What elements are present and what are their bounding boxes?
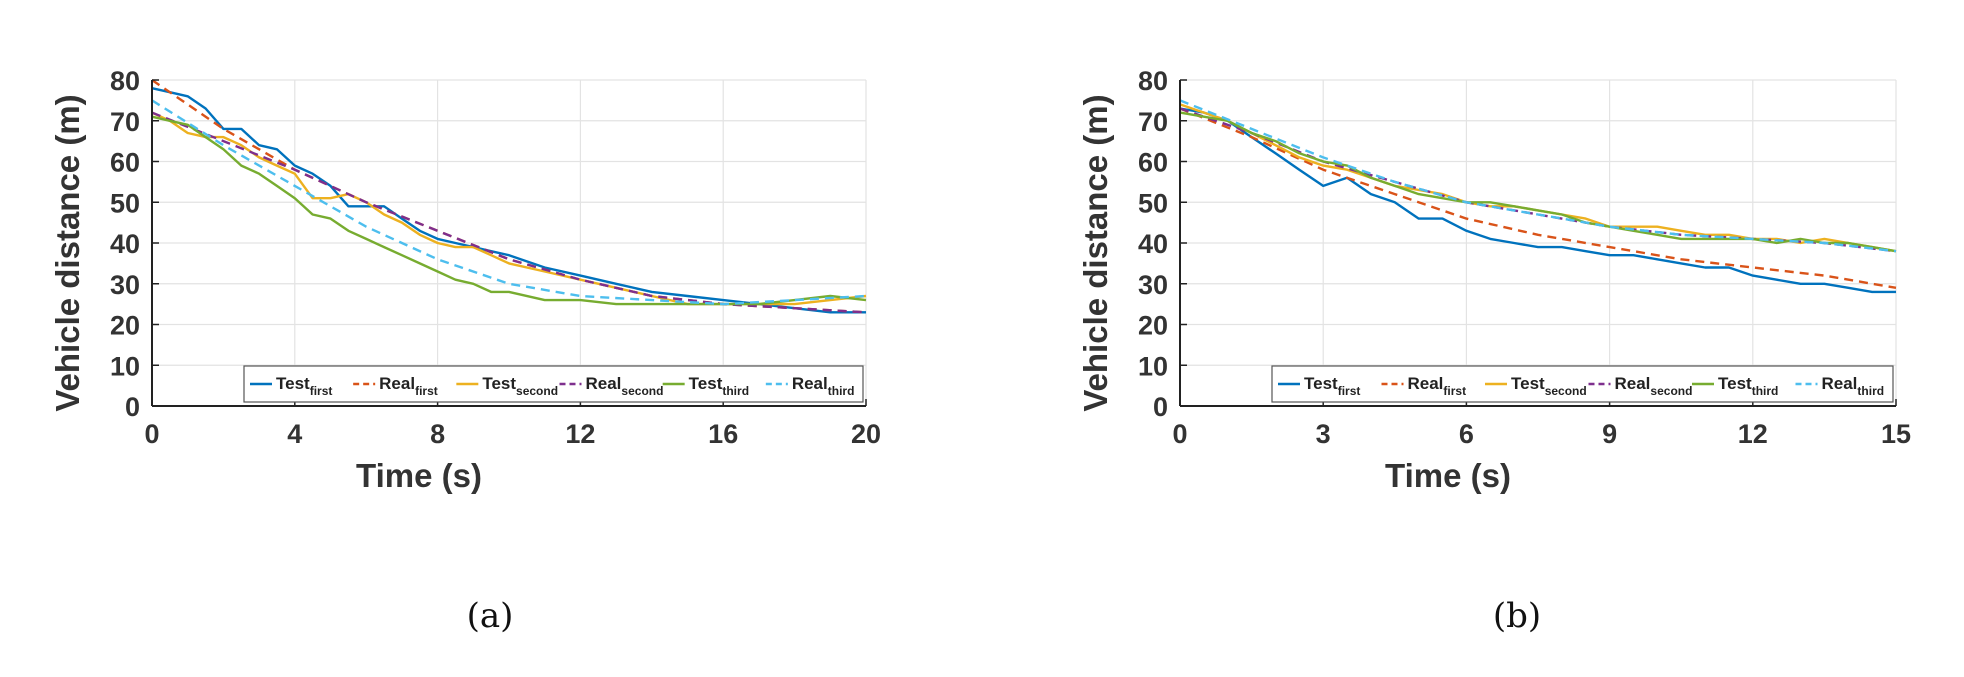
y-tick-label: 0 [125,392,140,422]
x-tick-label: 4 [287,419,302,449]
panel-caption: (b) [1493,596,1541,636]
y-tick-label: 20 [1138,311,1168,341]
y-tick-label: 80 [1138,66,1168,96]
y-tick-label: 70 [1138,107,1168,137]
x-tick-label: 0 [144,419,159,449]
y-tick-label: 40 [110,229,140,259]
series-line-test-first [151,87,866,314]
series-line-real-first [1179,107,1897,289]
x-tick-label: 15 [1881,419,1911,449]
chart-panel-2: 0 3 6 9 12 15 0 10 20 30 40 50 60 70 80 Time (s) Vehicle… [1077,66,1911,636]
series-line-real-second [151,111,867,314]
y-axis-label: Vehicle distance (m) [49,94,86,411]
y-tick-label: 70 [110,107,140,137]
y-tick-label: 10 [1138,351,1168,381]
x-tick-label: 8 [430,419,445,449]
panel-caption: (a) [467,596,514,636]
series-line-test-third [151,115,867,306]
x-tick-label: 9 [1602,419,1617,449]
y-tick-label: 40 [1138,229,1168,259]
series-line-real-third [1179,99,1897,253]
y-tick-label: 10 [110,351,140,381]
x-axis-label: Time (s) [1385,457,1511,494]
y-tick-label: 60 [1138,148,1168,178]
x-tick-label: 6 [1459,419,1474,449]
legend-box [1271,365,1894,403]
x-tick-label: 20 [851,419,881,449]
x-tick-label: 12 [565,419,595,449]
y-tick-label: 0 [1153,392,1168,422]
x-tick-label: 12 [1738,419,1768,449]
y-tick-label: 50 [1138,188,1168,218]
series-line-real-third [151,99,867,306]
series-line-test-first [1179,107,1896,294]
legend: Testfirst Realfirst Testsecond Realsecond Te… [243,365,864,403]
x-axis-label: Time (s) [356,457,482,494]
y-tick-label: 50 [110,188,140,218]
x-tick-label: 0 [1172,419,1187,449]
legend: Testfirst Realfirst Testsecond Realsecond Te… [1271,365,1894,403]
chart-panel-1: 0 4 8 12 16 20 0 10 20 30 40 50 60 70 80 Time (s) Vehicl… [49,66,881,636]
legend-box [243,365,864,403]
x-tick-label: 3 [1316,419,1331,449]
y-tick-label: 80 [110,66,140,96]
series-line-test-third [1179,111,1897,253]
y-tick-label: 60 [110,148,140,178]
y-tick-label: 30 [1138,270,1168,300]
y-tick-label: 30 [110,270,140,300]
y-axis-label: Vehicle distance (m) [1077,94,1114,411]
series-line-real-first [151,79,867,314]
x-tick-label: 16 [708,419,738,449]
y-tick-label: 20 [110,311,140,341]
